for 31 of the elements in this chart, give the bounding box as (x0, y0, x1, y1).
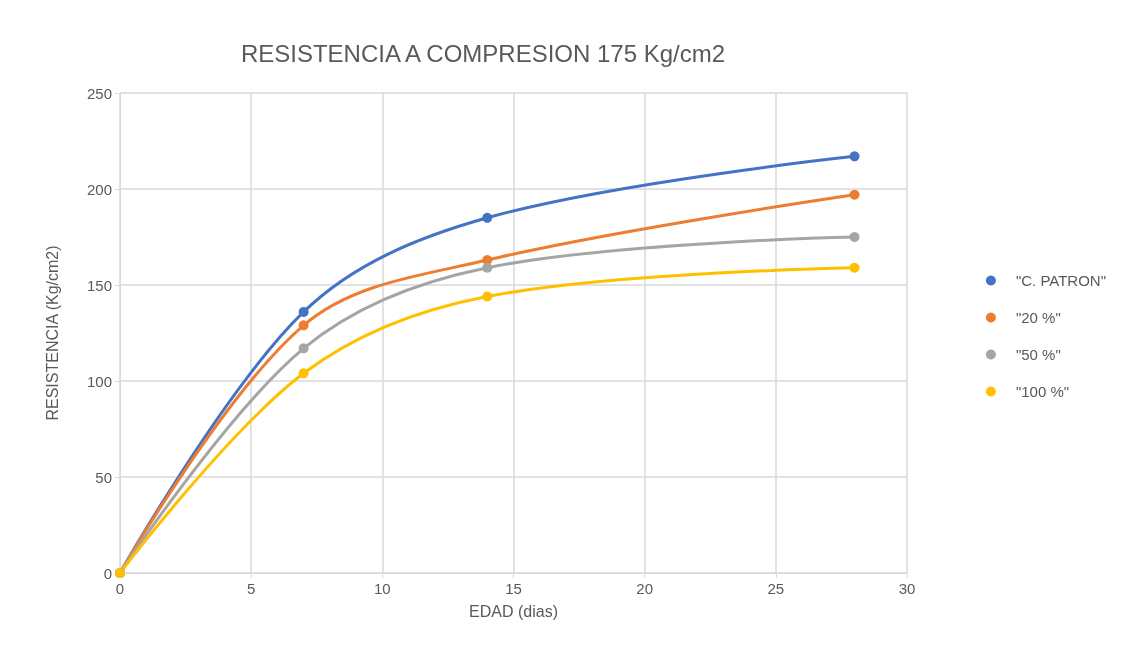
point (849, 232, 860, 242)
legend-label: "C. PATRON" (1015, 272, 1107, 289)
y-tick-label: 100 (86, 372, 112, 390)
x-tick-label: 10 (373, 580, 391, 597)
x-tick-label: 20 (636, 580, 654, 597)
x-axis-title: EDAD (dias) (469, 602, 558, 620)
point (482, 212, 493, 223)
point (298, 368, 309, 379)
y-tick-label: 200 (86, 180, 112, 198)
x-tick-label: 15 (505, 580, 522, 597)
point (482, 262, 493, 273)
point (482, 291, 493, 302)
point (298, 306, 309, 317)
y-tick-label: 250 (86, 84, 112, 102)
y-tick-label: 0 (103, 564, 112, 582)
point (298, 320, 309, 331)
x-tick-label: 5 (246, 580, 256, 597)
point (849, 262, 860, 273)
point (849, 189, 860, 200)
y-tick-label: 50 (95, 468, 112, 486)
x-tick-label: 0 (115, 580, 125, 597)
legend-label: "20 %" (1015, 309, 1061, 326)
x-tick-label: 25 (767, 580, 785, 597)
point (849, 151, 860, 162)
chart-title: RESISTENCIA A COMPRESION 175 Kg/cm2 (240, 39, 726, 67)
legend-label: "50 %" (1015, 346, 1061, 363)
y-tick-label: 150 (86, 276, 112, 294)
legend-label: "100 %" (1015, 383, 1070, 400)
point (298, 343, 309, 354)
y-axis-title: RESISTENCIA (Kg/cm2) (43, 245, 61, 421)
x-tick-label: 30 (898, 580, 916, 597)
